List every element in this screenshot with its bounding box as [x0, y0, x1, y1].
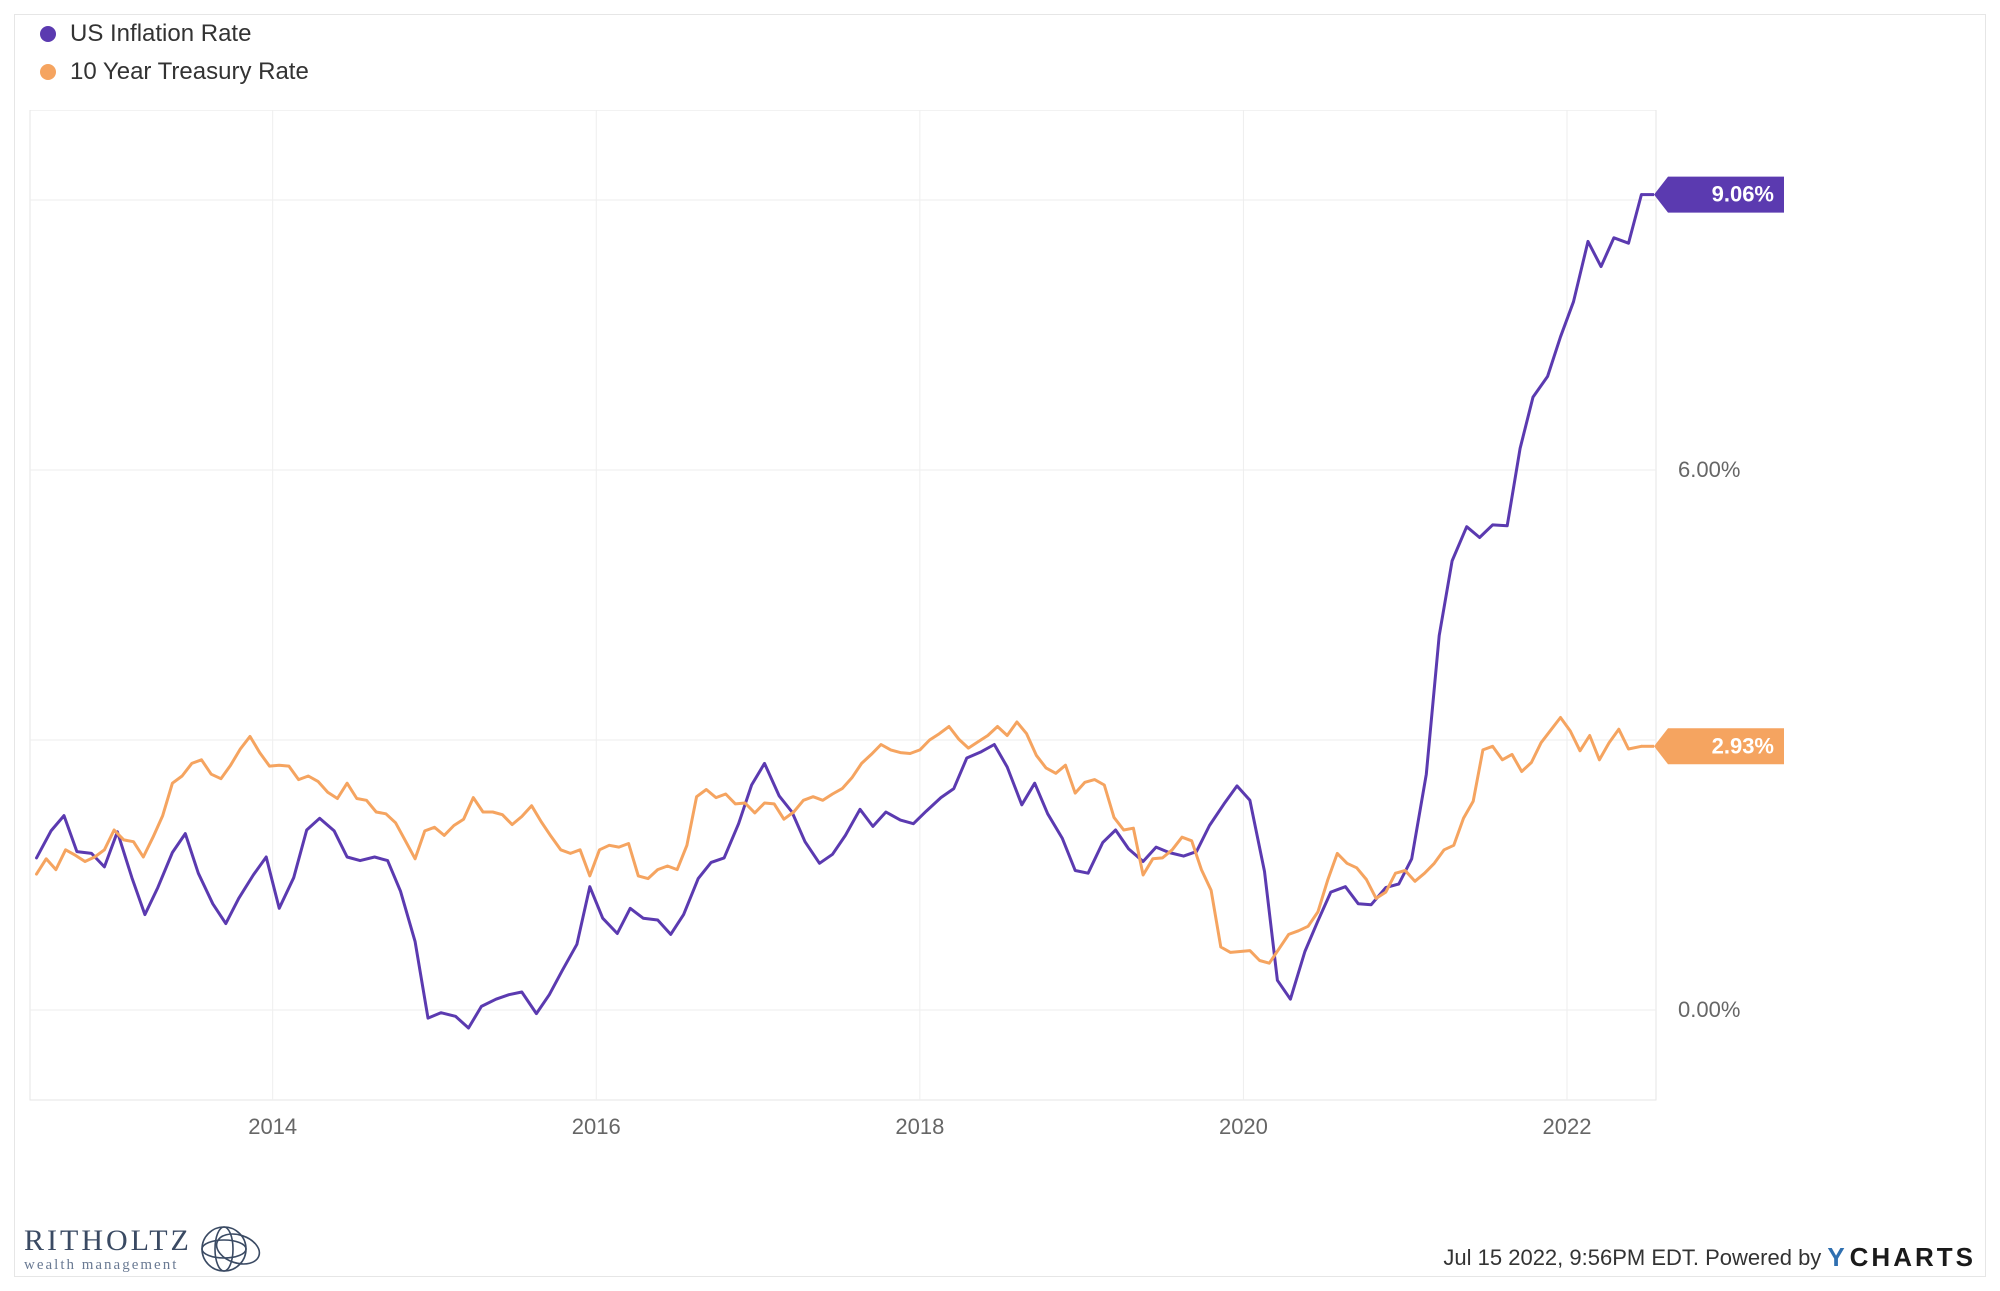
ycharts-text: CHARTS	[1850, 1242, 1976, 1273]
plot-area: 201420162018202020220.00%3.00%6.00%9.00%…	[14, 110, 1986, 1170]
svg-text:2022: 2022	[1543, 1114, 1592, 1139]
legend-item-inflation: US Inflation Rate	[40, 20, 309, 48]
svg-text:2020: 2020	[1219, 1114, 1268, 1139]
line-chart-svg: 201420162018202020220.00%3.00%6.00%9.00%…	[14, 110, 1986, 1170]
legend-swatch-treasury	[40, 64, 56, 80]
powered-by-text: Powered by	[1705, 1245, 1821, 1271]
legend-item-treasury: 10 Year Treasury Rate	[40, 58, 309, 86]
svg-text:0.00%: 0.00%	[1678, 997, 1740, 1022]
legend-label-inflation: US Inflation Rate	[70, 20, 251, 48]
globe-icon	[200, 1225, 262, 1273]
footer: RITHOLTZ wealth management Jul 15 2022, …	[14, 1213, 1986, 1273]
legend: US Inflation Rate 10 Year Treasury Rate	[40, 20, 309, 96]
svg-text:2016: 2016	[572, 1114, 621, 1139]
svg-text:2018: 2018	[895, 1114, 944, 1139]
brand-tagline: wealth management	[24, 1258, 192, 1273]
svg-text:9.06%: 9.06%	[1712, 182, 1774, 207]
legend-swatch-inflation	[40, 26, 56, 42]
svg-text:2.93%: 2.93%	[1712, 733, 1774, 758]
brand-name: RITHOLTZ	[24, 1226, 192, 1256]
legend-label-treasury: 10 Year Treasury Rate	[70, 58, 309, 86]
svg-text:2014: 2014	[248, 1114, 297, 1139]
credit-line: Jul 15 2022, 9:56PM EDT. Powered by YCHA…	[1443, 1242, 1976, 1273]
svg-text:6.00%: 6.00%	[1678, 457, 1740, 482]
timestamp-text: Jul 15 2022, 9:56PM EDT.	[1443, 1245, 1699, 1271]
ycharts-logo: YCHARTS	[1827, 1242, 1976, 1273]
brand-logo: RITHOLTZ wealth management	[24, 1225, 262, 1273]
ycharts-y-icon: Y	[1827, 1242, 1847, 1273]
